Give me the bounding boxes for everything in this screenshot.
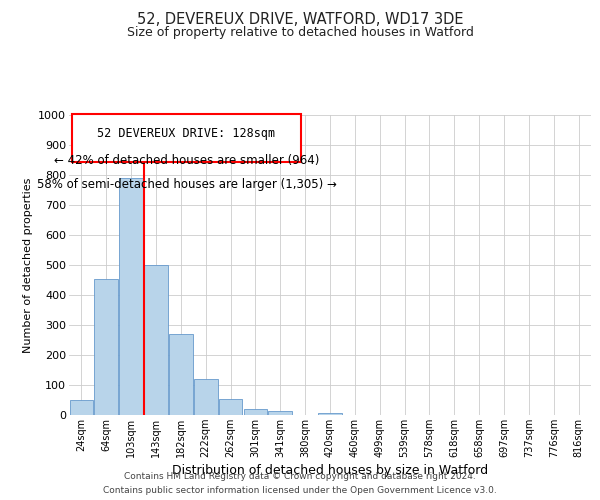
- Bar: [70, 400, 93, 415]
- Text: ← 42% of detached houses are smaller (964): ← 42% of detached houses are smaller (96…: [54, 154, 319, 167]
- Text: Size of property relative to detached houses in Watford: Size of property relative to detached ho…: [127, 26, 473, 39]
- Bar: [94, 278, 118, 415]
- Bar: [268, 412, 292, 415]
- Bar: [244, 409, 267, 415]
- Text: Contains public sector information licensed under the Open Government Licence v3: Contains public sector information licen…: [103, 486, 497, 495]
- Bar: [144, 265, 168, 415]
- FancyBboxPatch shape: [71, 114, 301, 162]
- Text: 58% of semi-detached houses are larger (1,305) →: 58% of semi-detached houses are larger (…: [37, 178, 337, 191]
- Bar: [119, 178, 143, 415]
- X-axis label: Distribution of detached houses by size in Watford: Distribution of detached houses by size …: [172, 464, 488, 477]
- Bar: [219, 398, 242, 415]
- Text: Contains HM Land Registry data © Crown copyright and database right 2024.: Contains HM Land Registry data © Crown c…: [124, 472, 476, 481]
- Text: 52 DEVEREUX DRIVE: 128sqm: 52 DEVEREUX DRIVE: 128sqm: [97, 127, 275, 140]
- Bar: [169, 334, 193, 415]
- Y-axis label: Number of detached properties: Number of detached properties: [23, 178, 32, 352]
- Bar: [194, 379, 218, 415]
- Text: 52, DEVEREUX DRIVE, WATFORD, WD17 3DE: 52, DEVEREUX DRIVE, WATFORD, WD17 3DE: [137, 12, 463, 28]
- Bar: [318, 412, 342, 415]
